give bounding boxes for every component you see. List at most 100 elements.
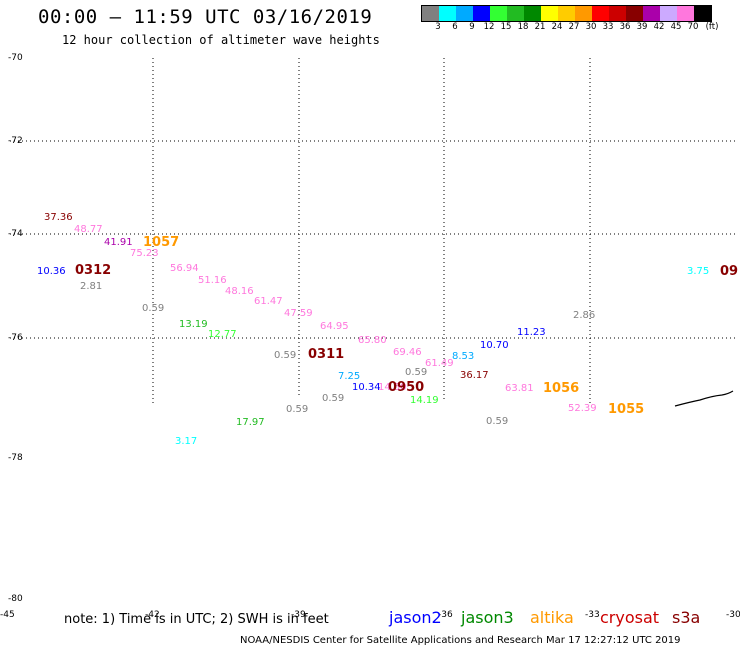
longitude-labels: -45 -42 -39 -36 -33 -30 — [0, 610, 740, 620]
longitude-label: -30 — [726, 610, 740, 620]
scale-label: (ft) — [705, 22, 719, 32]
wave-height-label: 47.59 — [284, 308, 313, 319]
longitude-label: -45 — [0, 610, 15, 620]
wave-height-label: 14.50 — [378, 382, 407, 393]
scale-swatch — [694, 6, 711, 21]
latitude-label: -80 — [8, 594, 23, 604]
wave-height-label: 48.77 — [74, 224, 103, 235]
wave-height-label: 3.75 — [687, 266, 709, 277]
wave-height-label: 69.46 — [393, 347, 422, 358]
pass-time-label: 09 — [720, 264, 738, 279]
scale-swatch — [575, 6, 592, 21]
map-subtitle: 12 hour collection of altimeter wave hei… — [62, 33, 380, 47]
latitude-label: -72 — [8, 136, 23, 146]
wave-height-label: 61.47 — [254, 296, 283, 307]
wave-height-label: 12.77 — [208, 329, 237, 340]
wave-height-label: 0.59 — [405, 367, 427, 378]
scale-label: 45 — [670, 22, 682, 32]
scale-swatch — [524, 6, 541, 21]
wave-height-label: 48.16 — [225, 286, 254, 297]
pass-time-label: 1055 — [608, 402, 644, 417]
satellite-legend-item: jason2 — [389, 608, 442, 627]
wave-height-label: 65.80 — [358, 335, 387, 346]
graticule-grid — [10, 58, 735, 405]
wave-height-label: 64.95 — [320, 321, 349, 332]
scale-label: 15 — [500, 22, 512, 32]
wave-height-label: 2.81 — [80, 281, 102, 292]
satellite-legend-item: s3a — [672, 608, 701, 627]
scale-label: 30 — [585, 22, 597, 32]
scale-label: 21 — [534, 22, 546, 32]
scale-label: 3 — [435, 22, 441, 32]
scale-swatch — [541, 6, 558, 21]
scale-swatch — [677, 6, 694, 21]
wave-height-label: 14.19 — [410, 395, 439, 406]
satellite-legend-item: jason3 — [461, 608, 514, 627]
scale-swatch — [626, 6, 643, 21]
wave-height-label: 56.94 — [170, 263, 199, 274]
wave-height-label: 8.53 — [452, 351, 474, 362]
longitude-label: -36 — [438, 610, 453, 620]
wave-height-label: 52.39 — [568, 403, 597, 414]
wave-height-label: 37.36 — [44, 212, 73, 223]
coastline-segment — [674, 390, 734, 407]
pass-time-label: 1057 — [143, 235, 179, 250]
wave-height-label: 51.16 — [198, 275, 227, 286]
wave-height-label: 0.59 — [142, 303, 164, 314]
scale-swatch — [592, 6, 609, 21]
pass-time-labels: 1057 0312 0311 0950 1056 1055 09 — [75, 235, 738, 417]
wave-height-label: 7.25 — [338, 371, 360, 382]
wave-height-label: 0.59 — [486, 416, 508, 427]
footnote: note: 1) Time is in UTC; 2) SWH is in fe… — [64, 612, 329, 627]
wave-height-label: 3.17 — [175, 436, 197, 447]
scale-label: 18 — [517, 22, 529, 32]
wave-height-label: 75.23 — [130, 248, 159, 259]
wave-height-label: 0.59 — [274, 350, 296, 361]
scale-label: 9 — [469, 22, 475, 32]
longitude-label: -39 — [291, 610, 306, 620]
scale-swatch — [490, 6, 507, 21]
scale-label: 36 — [619, 22, 631, 32]
wave-height-label: 36.17 — [460, 370, 489, 381]
pass-time-label: 0950 — [388, 380, 424, 395]
coastline — [674, 390, 734, 407]
wave-height-label: 61.49 — [425, 358, 454, 369]
wave-height-label: 0.59 — [286, 404, 308, 415]
scale-label: 6 — [452, 22, 458, 32]
credit-footer: NOAA/NESDIS Center for Satellite Applica… — [240, 635, 681, 646]
pass-time-label: 0311 — [308, 347, 344, 362]
scale-swatch — [558, 6, 575, 21]
map-title: 00:00 – 11:59 UTC 03/16/2019 — [38, 6, 373, 28]
wave-height-label: 63.81 — [505, 383, 534, 394]
wave-height-label: 10.36 — [37, 266, 66, 277]
wave-height-labels: 37.3648.7741.9175.2310.362.8156.9451.164… — [37, 212, 709, 447]
scale-swatch — [609, 6, 626, 21]
wave-height-label: 0.59 — [322, 393, 344, 404]
longitude-label: -33 — [585, 610, 600, 620]
scale-swatch — [439, 6, 456, 21]
wave-height-label: 2.86 — [573, 310, 595, 321]
latitude-label: -70 — [8, 53, 23, 63]
scale-label: 24 — [551, 22, 563, 32]
pass-time-label: 1056 — [543, 381, 579, 396]
satellite-legend-item: altika — [530, 608, 574, 627]
scale-label: 27 — [568, 22, 580, 32]
satellite-legend-item: cryosat — [600, 608, 660, 627]
latitude-label: -78 — [8, 453, 23, 463]
wave-height-label: 41.91 — [104, 237, 133, 248]
scale-swatch — [643, 6, 660, 21]
wave-height-label: 11.23 — [517, 327, 546, 338]
scale-label: 42 — [653, 22, 665, 32]
wave-height-label: 13.19 — [179, 319, 208, 330]
pass-time-label: 0312 — [75, 263, 111, 278]
wave-height-label: 17.97 — [236, 417, 265, 428]
wave-height-color-scale — [421, 5, 712, 22]
scale-label: 12 — [483, 22, 495, 32]
wave-height-label: 10.70 — [480, 340, 509, 351]
scale-swatch — [473, 6, 490, 21]
scale-label: 33 — [602, 22, 614, 32]
scale-label: 70 — [687, 22, 699, 32]
scale-swatch — [422, 6, 439, 21]
scale-label: 39 — [636, 22, 648, 32]
